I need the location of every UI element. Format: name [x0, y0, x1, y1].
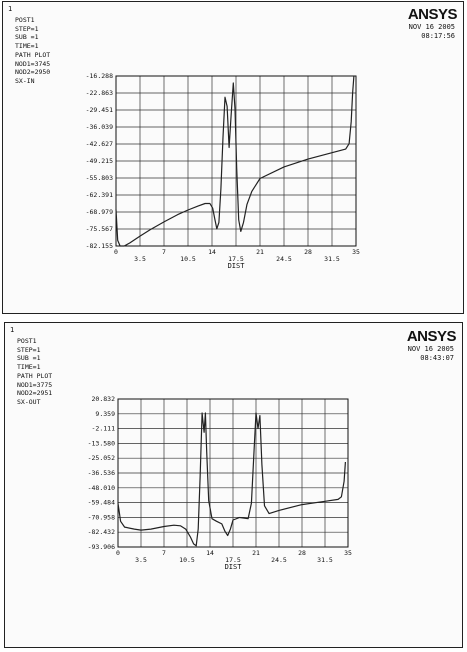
timestamp: NOV 16 2005 08:43:07	[408, 345, 454, 363]
x-tick-label: 35	[352, 248, 360, 256]
y-tick-label: -48.010	[88, 484, 115, 492]
y-tick-label: -16.288	[86, 72, 113, 80]
x-tick-label: 21	[252, 549, 260, 557]
y-tick-label: -93.906	[88, 543, 115, 551]
info-line: NOD1=3775	[17, 380, 53, 389]
y-tick-label: -75.567	[86, 225, 113, 233]
info-line: POST1	[15, 16, 35, 24]
info-line: SX-IN	[15, 76, 35, 85]
y-tick-label: -70.958	[88, 513, 115, 521]
plot-time: 08:43:07	[420, 354, 454, 362]
x-tick-label: 21	[256, 248, 264, 256]
info-line: NOD2=2951	[17, 389, 53, 398]
y-tick-label: -36.039	[86, 123, 113, 131]
x-tick-label: 28	[304, 248, 312, 256]
y-tick-label: -22.863	[86, 89, 113, 97]
y-tick-label: -82.155	[86, 242, 113, 250]
x-tick-label: 14	[206, 549, 214, 557]
series-line	[117, 412, 346, 547]
y-tick-label: 20.832	[92, 395, 116, 403]
y-tick-label: -29.451	[86, 106, 113, 114]
info-line: NOD1=3745	[15, 59, 51, 68]
plot-info-block: POST1 STEP=1 SUB =1 TIME=1 PATH PLOT NOD…	[17, 337, 52, 407]
y-tick-label: -25.052	[88, 454, 115, 462]
series-line	[115, 75, 355, 247]
plot-frame	[115, 75, 357, 247]
x-tick-label: 28	[298, 549, 306, 557]
y-tick-label: -82.432	[88, 528, 115, 536]
y-tick-label: -42.627	[86, 140, 113, 148]
x-tick-label: 0	[116, 549, 120, 557]
x-tick-label: 0	[114, 248, 118, 256]
info-line: PATH PLOT	[15, 50, 51, 59]
y-tick-label: -36.536	[88, 469, 115, 477]
window-number: 1	[8, 5, 13, 13]
info-line: STEP=1	[15, 24, 39, 33]
y-tick-label: -55.803	[86, 174, 113, 182]
info-line: SUB =1	[15, 33, 39, 42]
info-line: SUB =1	[17, 354, 41, 363]
x-tick-label: 24.5	[271, 556, 287, 564]
path-plot-chart-sx-in: 0 3.5 7 10.5 14 17.5 21 24.5 28 31.5 35 -16.288 -22.…	[86, 72, 360, 270]
info-line: NOD2=2950	[15, 68, 51, 77]
y-tick-label: -13.580	[88, 439, 115, 447]
plot-info-block: POST1 STEP=1 SUB =1 TIME=1 PATH PLOT NOD…	[15, 16, 50, 86]
info-line: POST1	[17, 337, 37, 345]
y-tick-label: -59.484	[88, 499, 115, 507]
plot-date: NOV 16 2005	[407, 345, 454, 353]
x-tick-label: 7	[162, 549, 166, 557]
x-tick-label: 14	[208, 248, 216, 256]
x-tick-label: 24.5	[276, 255, 292, 263]
info-line: STEP=1	[17, 345, 41, 354]
x-tick-label: 17.5	[225, 556, 241, 564]
plot-window-1: 1 POST1 STEP=1 SUB =1 TIME=1 PATH PLOT N…	[2, 1, 464, 314]
x-tick-label: 31.5	[324, 255, 340, 263]
x-tick-label: 10.5	[180, 255, 196, 263]
x-tick-label: 3.5	[135, 556, 147, 564]
x-tick-label: 10.5	[179, 556, 195, 564]
x-tick-label: 17.5	[228, 255, 244, 263]
ansys-logo: ANSYS	[406, 328, 457, 345]
ansys-logo: ANSYS	[407, 6, 458, 23]
y-tick-label: -62.391	[86, 191, 113, 199]
plot-window-2: 1 POST1 STEP=1 SUB =1 TIME=1 PATH PLOT N…	[4, 322, 463, 648]
info-line: TIME=1	[15, 42, 39, 51]
window-number: 1	[10, 326, 15, 334]
info-line: PATH PLOT	[17, 371, 53, 380]
y-tick-label: -49.215	[86, 157, 113, 165]
info-line: SX-OUT	[17, 397, 41, 406]
plot-frame	[117, 398, 349, 548]
x-tick-label: 3.5	[134, 255, 146, 263]
x-tick-label: 31.5	[317, 556, 333, 564]
timestamp: NOV 16 2005 08:17:56	[409, 23, 455, 41]
y-tick-label: 9.359	[95, 410, 115, 418]
path-plot-chart-sx-out: 0 3.5 7 10.5 14 17.5 21 24.5 28 31.5 35 20.832 9.359…	[88, 395, 352, 571]
plot-date: NOV 16 2005	[408, 23, 455, 31]
info-line: TIME=1	[17, 363, 41, 372]
x-axis-title: DIST	[225, 563, 243, 571]
y-tick-label: -68.979	[86, 208, 113, 216]
plot-time: 08:17:56	[421, 32, 455, 40]
y-tick-label: -2.111	[92, 425, 116, 433]
x-axis-title: DIST	[228, 262, 246, 270]
x-tick-label: 7	[162, 248, 166, 256]
x-tick-label: 35	[344, 549, 352, 557]
